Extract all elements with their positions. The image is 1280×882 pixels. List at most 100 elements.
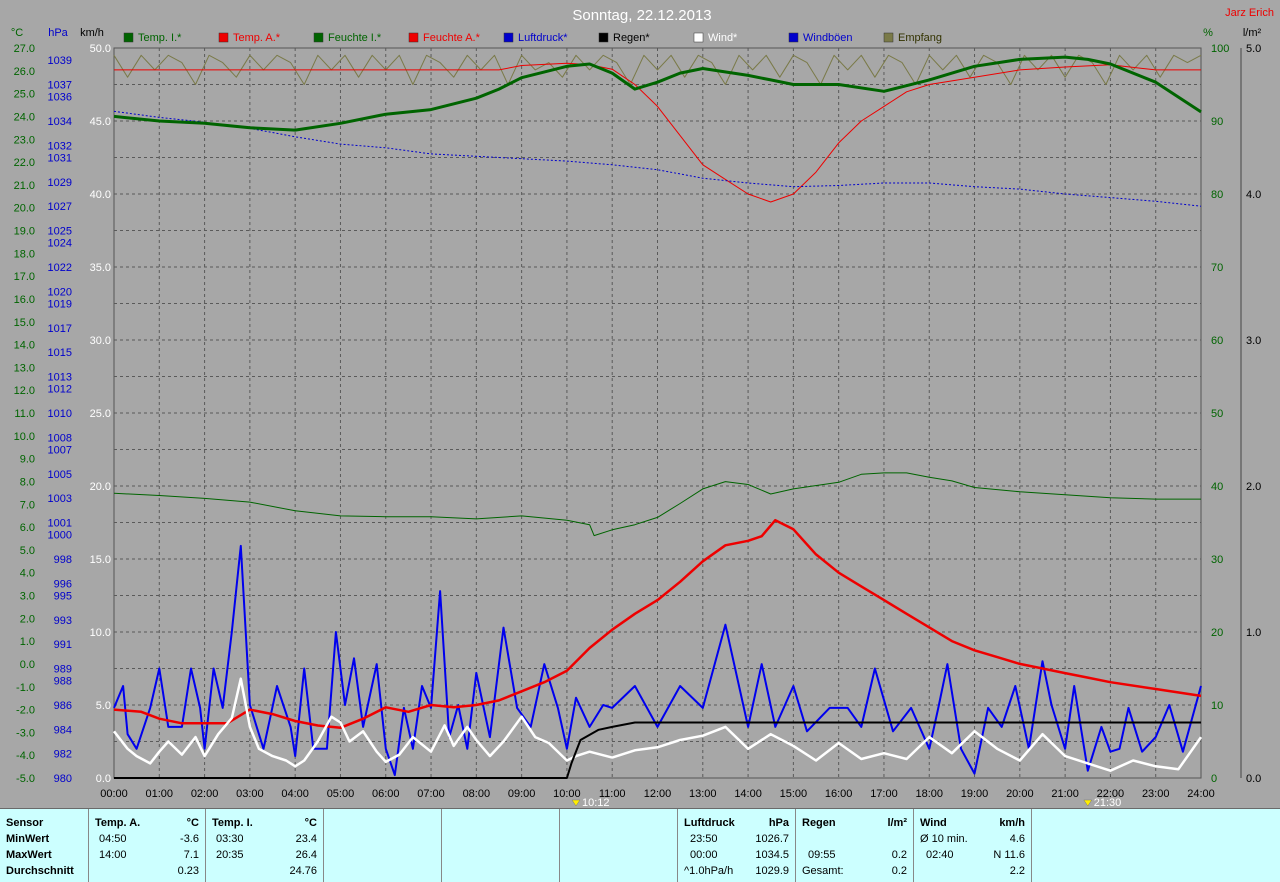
degc-tick-label: 10.0	[14, 431, 35, 443]
stats-col-wind: Wind km/h Ø 10 min. 4.6 02:40 N 11.6 2.2	[914, 809, 1032, 882]
pct-tick-label: 90	[1211, 116, 1223, 128]
stats-col-sensor: Sensor MinWert MaxWert Durchschnitt	[0, 809, 89, 882]
pressure-avg: 1029.9	[755, 865, 789, 877]
temp-out-min-val: -3.6	[180, 833, 199, 845]
pressure-header: Luftdruck	[684, 817, 735, 829]
degc-tick-label: -1.0	[16, 682, 35, 694]
author-label: Jarz Erich	[1225, 7, 1274, 19]
temp-in-max-val: 26.4	[295, 849, 317, 861]
kmh-axis-title: km/h	[80, 27, 104, 39]
legend-label: Luftdruck*	[518, 32, 568, 44]
kmh-tick-label: 50.0	[90, 43, 111, 55]
lm2-tick-label: 5.0	[1246, 43, 1261, 55]
degc-tick-label: 11.0	[14, 408, 35, 420]
degc-tick-label: 17.0	[14, 271, 35, 283]
hpa-tick-label: 1007	[48, 445, 72, 457]
temp-out-max-val: 7.1	[183, 849, 199, 861]
degc-tick-label: 21.0	[14, 180, 35, 192]
hpa-tick-label: 980	[54, 773, 72, 785]
legend-swatch	[598, 32, 609, 43]
temp-out-avg: 0.23	[177, 865, 199, 877]
wind-avg10-label: Ø 10 min.	[920, 833, 968, 845]
row-min-label: MinWert	[6, 833, 50, 845]
temp-out-line	[113, 518, 1202, 730]
temp-out-min-time: 04:50	[99, 833, 127, 845]
hpa-tick-label: 986	[54, 700, 72, 712]
degc-tick-label: 6.0	[20, 522, 35, 534]
rain-total-label: Gesamt:	[802, 865, 844, 877]
hpa-tick-label: 988	[54, 676, 72, 688]
degc-tick-label: -4.0	[16, 750, 35, 762]
legend-label: Temp. A.*	[233, 32, 281, 44]
pct-tick-label: 20	[1211, 627, 1223, 639]
degc-tick-label: 1.0	[20, 636, 35, 648]
hpa-tick-label: 995	[54, 591, 72, 603]
degc-tick-label: 9.0	[20, 454, 35, 466]
degc-tick-label: 19.0	[14, 226, 35, 238]
series	[113, 54, 1203, 779]
axes: 00:00 01:00 02:00 03:00 04:00 05:00 06:00 07:00…	[14, 43, 1262, 800]
temp-out-max-time: 14:00	[99, 849, 127, 861]
degc-tick-label: 14.0	[14, 340, 35, 352]
degc-tick-label: 2.0	[20, 613, 35, 625]
hpa-tick-label: 1010	[48, 408, 72, 420]
kmh-tick-label: 5.0	[96, 700, 111, 712]
kmh-tick-label: 10.0	[90, 627, 111, 639]
wind-max-time: 02:40	[926, 849, 954, 861]
row-avg-label: Durchschnitt	[6, 865, 74, 877]
kmh-tick-label: 45.0	[90, 116, 111, 128]
kmh-tick-label: 25.0	[90, 408, 111, 420]
stats-col-empty-2	[442, 809, 560, 882]
x-tick-label: 17:00	[870, 788, 898, 800]
hpa-tick-label: 1020	[48, 286, 72, 298]
degc-tick-label: 7.0	[20, 499, 35, 511]
chart-title: Sonntag, 22.12.2013	[572, 7, 711, 24]
hpa-tick-label: 1031	[48, 153, 72, 165]
hpa-tick-label: 1013	[48, 372, 72, 384]
hpa-tick-label: 1024	[48, 238, 72, 250]
legend-label: Feuchte I.*	[328, 32, 382, 44]
degc-tick-label: -3.0	[16, 727, 35, 739]
legend-label: Regen*	[613, 32, 650, 44]
legend-label: Feuchte A.*	[423, 32, 481, 44]
x-tick-label: 06:00	[372, 788, 400, 800]
legend-swatch	[693, 32, 704, 43]
kmh-tick-label: 35.0	[90, 262, 111, 274]
x-tick-label: 15:00	[780, 788, 808, 800]
wind-avg10-val: 4.6	[1009, 833, 1025, 845]
gust-line	[113, 544, 1202, 777]
degc-tick-label: 0.0	[20, 659, 35, 671]
pct-tick-label: 60	[1211, 335, 1223, 347]
weather-chart: Sonntag, 22.12.2013 Jarz Erich °C hPa km…	[11, 7, 1274, 808]
stats-col-temp-in: Temp. I. °C 03:30 23.4 20:35 26.4 24.76	[206, 809, 324, 882]
hpa-axis-title: hPa	[48, 27, 68, 39]
legend-swatch	[503, 32, 514, 43]
hpa-tick-label: 993	[54, 615, 72, 627]
pct-axis-title: %	[1203, 27, 1213, 39]
x-tick-label: 18:00	[915, 788, 943, 800]
hpa-tick-label: 1008	[48, 432, 72, 444]
wind-header: Wind	[920, 817, 947, 829]
x-tick-label: 04:00	[281, 788, 309, 800]
degc-axis-title: °C	[11, 27, 23, 39]
x-tick-label: 05:00	[327, 788, 355, 800]
temp-in-header: Temp. I.	[212, 817, 253, 829]
pressure-max-time: 00:00	[690, 849, 718, 861]
hpa-tick-label: 991	[54, 639, 72, 651]
x-tick-label: 03:00	[236, 788, 264, 800]
degc-tick-label: 20.0	[14, 203, 35, 215]
wind-line	[113, 677, 1203, 772]
rain-max-val: 0.2	[891, 849, 907, 861]
kmh-tick-label: 20.0	[90, 481, 111, 493]
legend-swatch	[788, 32, 799, 43]
wind-max-val: N 11.6	[993, 849, 1025, 861]
pressure-max-val: 1034.5	[755, 849, 789, 861]
temp-in-avg: 24.76	[289, 865, 317, 877]
legend: Temp. I.* Temp. A.* Feuchte I.* Feuchte A.*…	[123, 32, 942, 44]
degc-tick-label: 12.0	[14, 385, 35, 397]
pct-tick-label: 0	[1211, 773, 1217, 785]
hpa-tick-label: 1022	[48, 262, 72, 274]
degc-tick-label: 26.0	[14, 66, 35, 78]
pressure-trend: ^1.0hPa/h	[684, 865, 734, 877]
hpa-tick-label: 1003	[48, 493, 72, 505]
